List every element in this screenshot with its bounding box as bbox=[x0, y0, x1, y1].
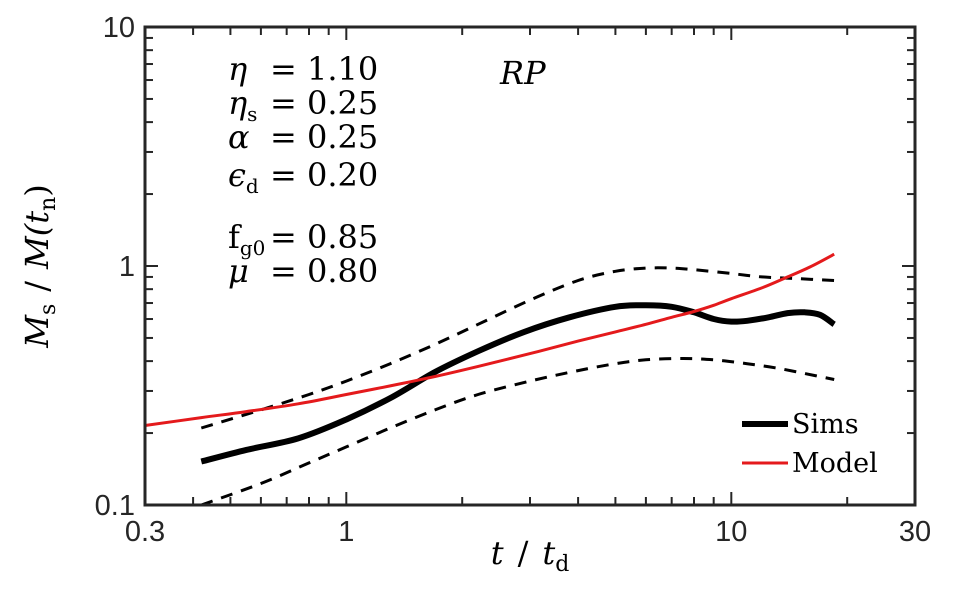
y-axis-label: Ms/M(tn) bbox=[18, 184, 61, 349]
y-tick-label: 1 bbox=[119, 251, 135, 283]
legend-label-sims: Sims bbox=[792, 409, 859, 440]
series-group bbox=[144, 252, 836, 507]
series-sims-line bbox=[200, 302, 836, 465]
series-model-line bbox=[144, 252, 835, 427]
x-tick-label: 0.3 bbox=[125, 516, 165, 548]
plot-frame bbox=[143, 25, 917, 507]
annotation-1: ηs = 0.25 bbox=[228, 84, 378, 126]
annotation-3: ϵd = 0.20 bbox=[228, 156, 378, 198]
chart-title: RP bbox=[499, 54, 546, 92]
annotation-5: μ = 0.80 bbox=[228, 252, 378, 290]
x-tick-label: 1 bbox=[338, 516, 354, 548]
annotation-4: fg0 = 0.85 bbox=[228, 218, 378, 260]
x-axis-label: t / td bbox=[491, 534, 570, 577]
x-tick-label: 10 bbox=[715, 516, 747, 548]
legend-label-model: Model bbox=[792, 448, 878, 479]
x-tick-label: 30 bbox=[899, 516, 931, 548]
annotation-0: η = 1.10 bbox=[228, 50, 378, 88]
series-sims-upper-line bbox=[200, 266, 835, 430]
legend: Sims Model bbox=[742, 409, 878, 479]
series-sims-lower-line bbox=[200, 357, 835, 507]
y-tick-label: 10 bbox=[103, 12, 135, 44]
annotation-2: α = 0.25 bbox=[228, 118, 378, 156]
y-tick-label: 0.1 bbox=[95, 490, 135, 522]
tick-labels: 0.3 1 10 30 0.1 1 10 bbox=[95, 12, 931, 548]
